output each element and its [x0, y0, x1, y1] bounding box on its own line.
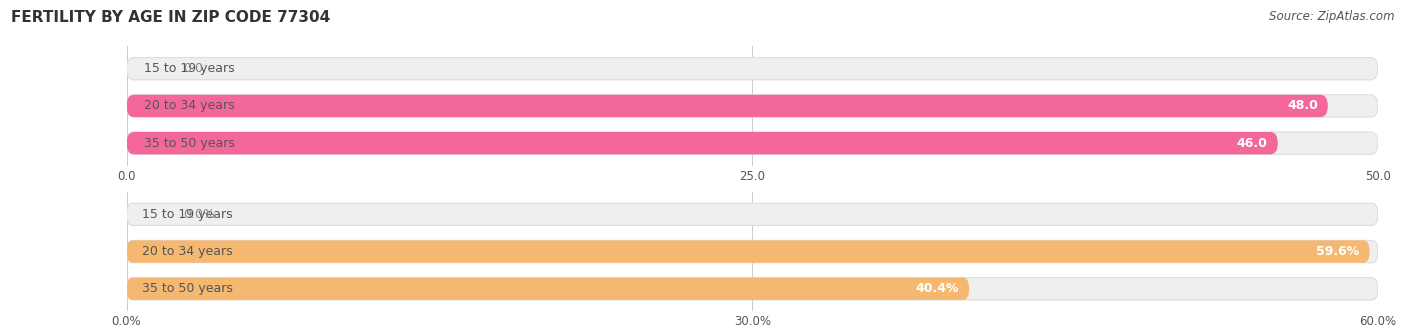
Text: 20 to 34 years: 20 to 34 years	[143, 99, 235, 113]
FancyBboxPatch shape	[127, 240, 1369, 263]
Text: 0.0: 0.0	[183, 62, 202, 75]
FancyBboxPatch shape	[127, 278, 1378, 300]
Text: 15 to 19 years: 15 to 19 years	[142, 208, 233, 221]
Text: 48.0: 48.0	[1286, 99, 1317, 113]
Text: FERTILITY BY AGE IN ZIP CODE 77304: FERTILITY BY AGE IN ZIP CODE 77304	[11, 10, 330, 25]
Text: 35 to 50 years: 35 to 50 years	[142, 282, 233, 295]
FancyBboxPatch shape	[127, 240, 1378, 263]
FancyBboxPatch shape	[127, 95, 1378, 117]
Text: 20 to 34 years: 20 to 34 years	[142, 245, 233, 258]
Text: 59.6%: 59.6%	[1316, 245, 1360, 258]
Text: Source: ZipAtlas.com: Source: ZipAtlas.com	[1270, 10, 1395, 23]
Text: 15 to 19 years: 15 to 19 years	[143, 62, 235, 75]
Text: 0.0%: 0.0%	[183, 208, 215, 221]
FancyBboxPatch shape	[127, 58, 1378, 80]
Text: 40.4%: 40.4%	[915, 282, 959, 295]
FancyBboxPatch shape	[127, 132, 1278, 154]
FancyBboxPatch shape	[127, 95, 1327, 117]
FancyBboxPatch shape	[127, 203, 1378, 225]
Text: 35 to 50 years: 35 to 50 years	[143, 137, 235, 150]
Text: 46.0: 46.0	[1237, 137, 1268, 150]
FancyBboxPatch shape	[127, 278, 969, 300]
FancyBboxPatch shape	[127, 132, 1378, 154]
